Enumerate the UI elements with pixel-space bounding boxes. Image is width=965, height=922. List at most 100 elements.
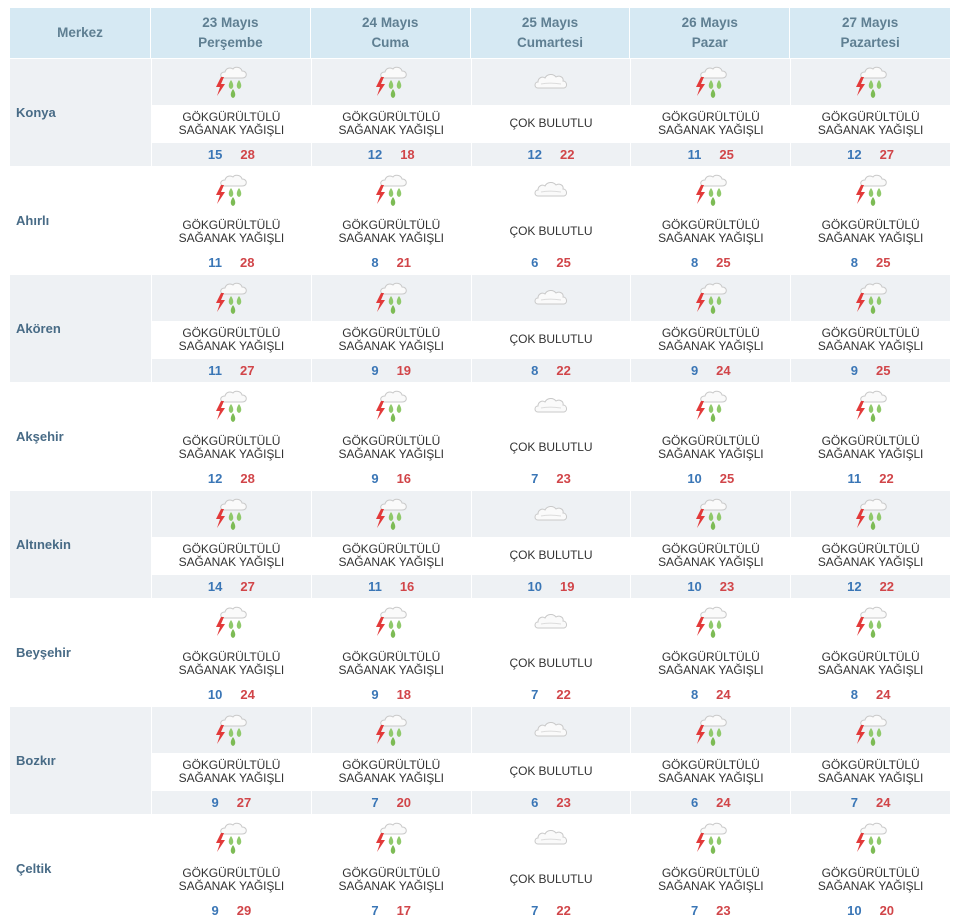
min-temperature: 7 (371, 903, 379, 919)
max-temperature: 23 (556, 795, 571, 811)
condition-line-1: GÖKGÜRÜLTÜLÜ (342, 433, 441, 448)
condition-line-2: SAĞANAK YAĞIŞLI (178, 338, 285, 353)
temperature-range: 9 27 (152, 791, 311, 814)
condition-line-1: GÖKGÜRÜLTÜLÜ (342, 109, 441, 124)
temperature-range: 8 25 (791, 251, 950, 274)
condition-text: GÖKGÜRÜLTÜLÜ SAĞANAK YAĞIŞLI (152, 212, 311, 252)
max-temperature: 24 (875, 795, 891, 811)
max-temperature: 25 (556, 255, 571, 271)
condition-text: ÇOK BULUTLU (471, 320, 631, 360)
max-temperature: 19 (559, 579, 575, 595)
min-temperature: 10 (527, 579, 542, 595)
condition-text: GÖKGÜRÜLTÜLÜ SAĞANAK YAĞIŞLI (791, 536, 950, 576)
condition-line-1: GÖKGÜRÜLTÜLÜ (821, 325, 920, 340)
condition-text: GÖKGÜRÜLTÜLÜ SAĞANAK YAĞIŞLI (311, 644, 471, 684)
header-day-1: 23 Mayıs Perşembe (151, 8, 311, 58)
condition-text: GÖKGÜRÜLTÜLÜ SAĞANAK YAĞIŞLI (791, 320, 950, 360)
forecast-cell: GÖKGÜRÜLTÜLÜ SAĞANAK YAĞIŞLI 12 22 (790, 491, 950, 598)
thunderstorm-icon (631, 59, 791, 105)
max-temperature: 27 (879, 147, 895, 163)
forecast-cell: ÇOK BULUTLU 12 22 (470, 59, 631, 166)
cloudy-icon (471, 59, 631, 105)
condition-line-2: SAĞANAK YAĞIŞLI (658, 446, 764, 461)
condition-line-1: GÖKGÜRÜLTÜLÜ (661, 217, 760, 232)
max-temperature: 27 (240, 363, 255, 379)
condition-line-2: SAĞANAK YAĞIŞLI (658, 554, 764, 569)
condition-line-1: ÇOK BULUTLU (509, 548, 593, 563)
min-temperature: 10 (847, 903, 862, 919)
condition-text: GÖKGÜRÜLTÜLÜ SAĞANAK YAĞIŞLI (791, 644, 950, 684)
max-temperature: 18 (396, 687, 412, 703)
condition-text: GÖKGÜRÜLTÜLÜ SAĞANAK YAĞIŞLI (631, 104, 791, 144)
max-temperature: 16 (396, 471, 412, 487)
max-temperature: 22 (879, 579, 895, 595)
temperature-range: 11 25 (631, 143, 791, 166)
header-weekday: Pazartesi (840, 35, 900, 50)
thunderstorm-icon (152, 383, 311, 429)
forecast-cell: GÖKGÜRÜLTÜLÜ SAĞANAK YAĞIŞLI 8 21 (310, 167, 471, 274)
condition-line-1: GÖKGÜRÜLTÜLÜ (661, 109, 760, 124)
temperature-range: 6 25 (471, 251, 631, 274)
max-temperature: 25 (716, 255, 731, 271)
min-temperature: 11 (687, 147, 702, 163)
max-temperature: 22 (556, 687, 571, 703)
condition-line-2: SAĞANAK YAĞIŞLI (178, 662, 285, 677)
forecast-cell: ÇOK BULUTLU 10 19 (470, 491, 631, 598)
max-temperature: 23 (556, 471, 571, 487)
location-name: Çeltik (10, 815, 151, 922)
min-temperature: 9 (850, 363, 858, 379)
table-row: Akören GÖKGÜRÜLTÜLÜ SAĞANAK YAĞIŞLI 11 27 GÖK… (10, 274, 950, 382)
temperature-range: 7 22 (471, 683, 631, 706)
min-temperature: 14 (207, 579, 223, 595)
condition-line-1: GÖKGÜRÜLTÜLÜ (342, 649, 441, 664)
temperature-range: 7 24 (791, 791, 950, 814)
condition-line-2: SAĞANAK YAĞIŞLI (817, 554, 924, 569)
min-temperature: 9 (690, 363, 699, 379)
max-temperature: 24 (716, 363, 731, 379)
condition-line-1: GÖKGÜRÜLTÜLÜ (661, 325, 760, 340)
thunderstorm-icon (631, 383, 791, 429)
forecast-table: Merkez 23 Mayıs Perşembe 24 Mayıs Cuma 2… (10, 8, 950, 922)
condition-line-2: SAĞANAK YAĞIŞLI (338, 446, 444, 461)
condition-text: GÖKGÜRÜLTÜLÜ SAĞANAK YAĞIŞLI (791, 212, 950, 252)
forecast-cell: GÖKGÜRÜLTÜLÜ SAĞANAK YAĞIŞLI 12 27 (790, 59, 950, 166)
header-location-label: Merkez (10, 8, 151, 58)
condition-text: GÖKGÜRÜLTÜLÜ SAĞANAK YAĞIŞLI (311, 860, 471, 900)
temperature-range: 10 19 (471, 575, 631, 598)
temperature-range: 6 23 (471, 791, 631, 814)
cloudy-icon (471, 707, 631, 753)
header-day-4: 26 Mayıs Pazar (630, 8, 791, 58)
condition-text: ÇOK BULUTLU (471, 752, 631, 792)
location-name: Bozkır (10, 707, 151, 814)
condition-text: GÖKGÜRÜLTÜLÜ SAĞANAK YAĞIŞLI (791, 860, 950, 900)
max-temperature: 28 (240, 147, 255, 163)
min-temperature: 9 (371, 363, 379, 379)
max-temperature: 22 (556, 363, 571, 379)
max-temperature: 23 (716, 903, 731, 919)
header-date: 23 Mayıs (202, 15, 259, 30)
min-temperature: 9 (211, 903, 219, 919)
temperature-range: 15 28 (152, 143, 311, 166)
thunderstorm-icon (791, 59, 950, 105)
temperature-range: 8 24 (791, 683, 950, 706)
temperature-range: 10 20 (791, 899, 950, 922)
min-temperature: 11 (368, 579, 382, 595)
thunderstorm-icon (631, 707, 791, 753)
min-temperature: 10 (207, 687, 223, 703)
forecast-cell: GÖKGÜRÜLTÜLÜ SAĞANAK YAĞIŞLI 11 28 (151, 167, 311, 274)
location-name: Beyşehir (10, 599, 151, 706)
condition-line-1: GÖKGÜRÜLTÜLÜ (182, 541, 281, 556)
condition-line-1: GÖKGÜRÜLTÜLÜ (182, 865, 281, 880)
forecast-cell: GÖKGÜRÜLTÜLÜ SAĞANAK YAĞIŞLI 8 24 (630, 599, 791, 706)
temperature-range: 7 17 (311, 899, 471, 922)
max-temperature: 20 (396, 795, 412, 811)
min-temperature: 12 (527, 147, 542, 163)
thunderstorm-icon (152, 59, 311, 105)
forecast-cell: GÖKGÜRÜLTÜLÜ SAĞANAK YAĞIŞLI 10 23 (630, 491, 791, 598)
max-temperature: 27 (240, 579, 255, 595)
min-temperature: 8 (371, 255, 379, 271)
forecast-cell: GÖKGÜRÜLTÜLÜ SAĞANAK YAĞIŞLI 11 25 (630, 59, 791, 166)
temperature-range: 7 22 (471, 899, 631, 922)
condition-line-2: SAĞANAK YAĞIŞLI (178, 446, 285, 461)
header-weekday: Perşembe (198, 35, 263, 50)
